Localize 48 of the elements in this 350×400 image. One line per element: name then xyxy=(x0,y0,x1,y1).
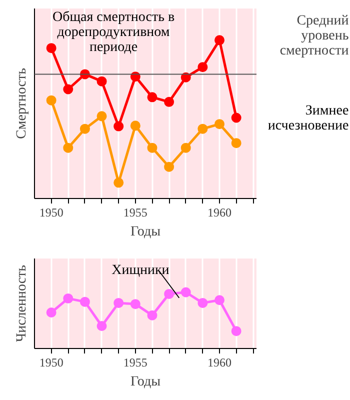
point xyxy=(80,296,90,307)
ref-line-label: Средний уровень смертности xyxy=(280,13,350,58)
point xyxy=(130,299,140,310)
point xyxy=(114,121,124,132)
point xyxy=(231,326,242,336)
point xyxy=(164,96,174,107)
x-axis-title: Годы xyxy=(130,374,162,390)
point xyxy=(180,287,191,298)
point xyxy=(164,162,174,172)
point xyxy=(80,124,90,134)
point xyxy=(96,76,107,86)
x-tick-label: 1950 xyxy=(39,206,64,220)
point xyxy=(114,298,124,308)
point xyxy=(198,298,208,308)
point xyxy=(147,310,158,320)
point xyxy=(46,308,56,318)
point xyxy=(63,293,74,304)
point xyxy=(198,124,208,134)
point xyxy=(147,92,158,102)
point xyxy=(180,72,191,82)
x-tick-label: 1955 xyxy=(123,356,148,370)
x-tick-label: 1960 xyxy=(208,356,232,370)
point xyxy=(130,120,140,131)
point xyxy=(46,95,56,106)
point xyxy=(231,112,242,123)
point xyxy=(63,142,74,153)
series-label: Хищники xyxy=(112,263,170,278)
y-axis-title: Смертность xyxy=(14,68,30,139)
point xyxy=(114,178,124,188)
point xyxy=(214,295,224,306)
point xyxy=(96,321,107,331)
point xyxy=(147,142,158,153)
point xyxy=(231,138,242,148)
y-axis-title: Численность xyxy=(14,264,30,342)
point xyxy=(180,142,191,153)
series-label: Общая смертность в дорепродуктивном периоде xyxy=(52,10,175,56)
point xyxy=(46,43,56,54)
point xyxy=(214,119,224,130)
point xyxy=(214,35,224,46)
point xyxy=(96,111,107,122)
point xyxy=(164,288,174,299)
x-tick-label: 1955 xyxy=(123,206,148,220)
point xyxy=(63,84,74,94)
x-axis-title: Годы xyxy=(130,224,162,240)
text: Зимнее исчезновение xyxy=(268,104,349,134)
x-tick-label: 1950 xyxy=(39,356,64,370)
x-tick-label: 1960 xyxy=(208,206,232,220)
point xyxy=(198,62,208,72)
